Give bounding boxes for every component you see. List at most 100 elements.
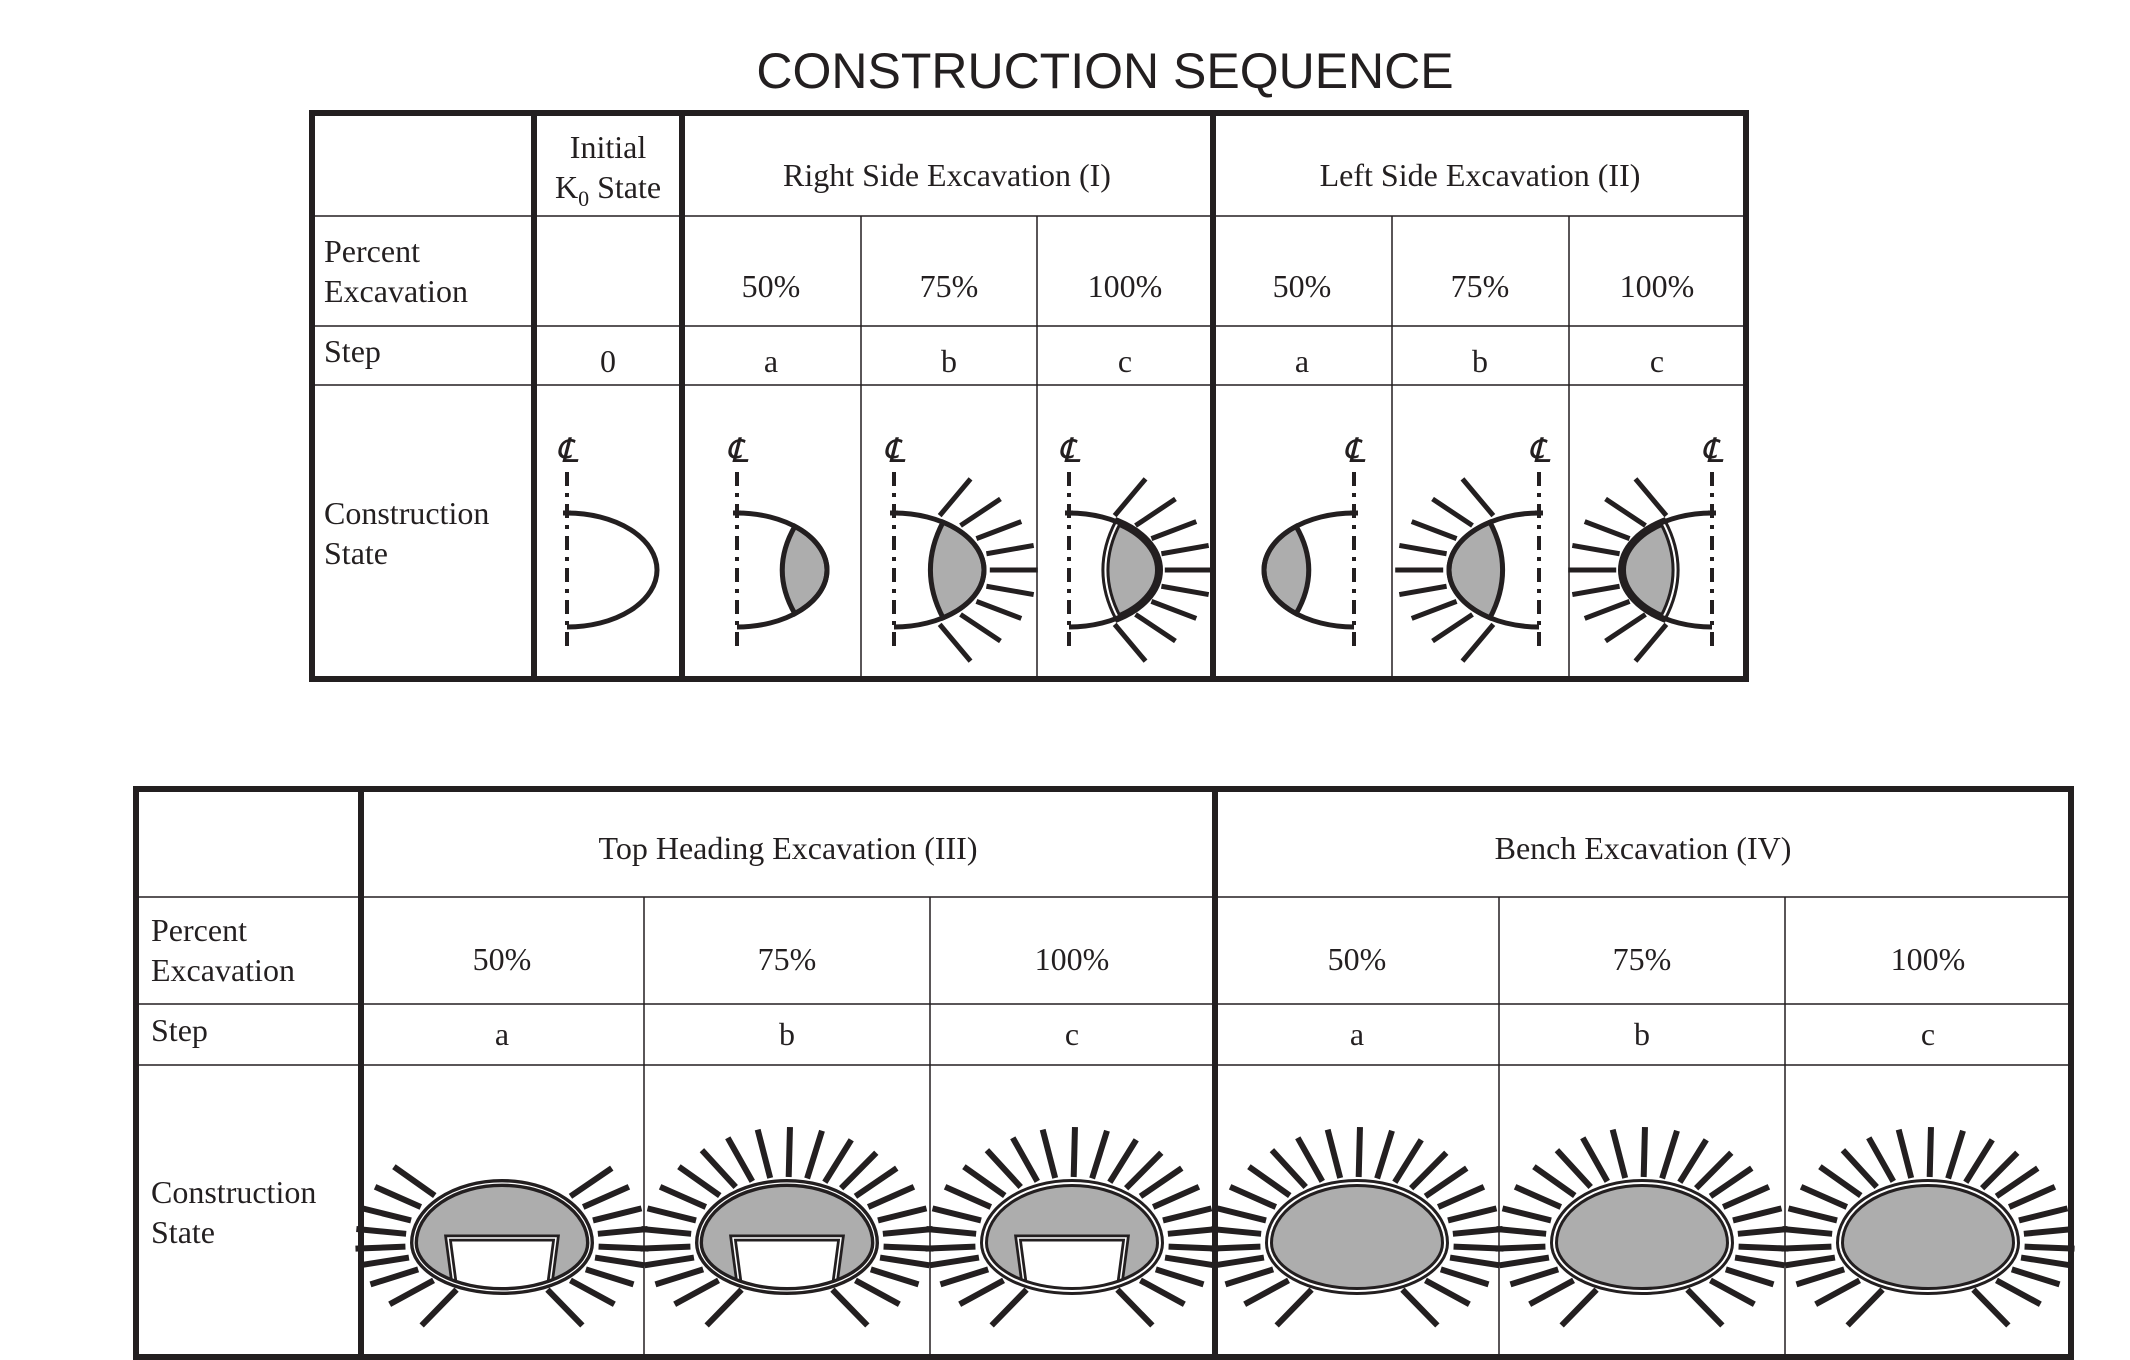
construction-state-diagram xyxy=(640,1126,934,1328)
step-value: c xyxy=(1065,1016,1079,1052)
step-value: c xyxy=(1118,343,1132,379)
rock-bolt xyxy=(388,1277,435,1307)
tunnel-outline xyxy=(1446,510,1540,630)
rock-bolt xyxy=(1115,1287,1155,1328)
percent-value: 75% xyxy=(758,941,817,977)
rock-bolt xyxy=(1532,1164,1577,1198)
construction-state-diagram xyxy=(355,1164,649,1328)
rock-bolt xyxy=(1721,1184,1771,1210)
percent-value: 75% xyxy=(1613,941,1672,977)
rock-bolt xyxy=(1228,1184,1278,1210)
rock-bolt xyxy=(1460,477,1496,518)
rock-bolt xyxy=(1818,1164,1863,1198)
row-label-excavation: Excavation xyxy=(324,273,468,309)
rock-bolt xyxy=(1400,1287,1440,1328)
rock-bolt xyxy=(419,1287,459,1328)
rock-bolt xyxy=(854,1277,901,1307)
rock-bolt xyxy=(1107,1138,1139,1184)
temporary-lining-inner xyxy=(447,1237,557,1284)
rock-bolt xyxy=(1150,599,1198,621)
rock-bolt xyxy=(937,622,973,663)
state-word: State xyxy=(589,169,661,205)
rock-bolt xyxy=(1123,1150,1164,1191)
rock-bolt xyxy=(1112,622,1148,663)
rock-bolt xyxy=(725,1136,755,1183)
rock-bolt xyxy=(822,1138,854,1184)
row-label-percent: Percent xyxy=(324,233,420,269)
centerline-symbol: ℄ xyxy=(1528,431,1551,471)
rock-bolt xyxy=(1431,496,1474,528)
rock-bolt xyxy=(1460,622,1496,663)
construction-state-diagram: ℄ xyxy=(556,431,660,650)
rock-bolt xyxy=(989,1287,1029,1328)
centerline-symbol: ℄ xyxy=(1343,431,1366,471)
shotcrete-lining xyxy=(413,1182,591,1292)
rock-bolt xyxy=(1963,1138,1995,1184)
rock-bolt xyxy=(929,1254,980,1269)
rock-bolt xyxy=(1139,1277,1186,1307)
centerline-symbol: ℄ xyxy=(1701,431,1724,471)
rock-bolt xyxy=(1449,1254,1500,1269)
rock-bolt xyxy=(581,1184,631,1210)
rock-bolt xyxy=(1039,1128,1059,1179)
rock-bolt xyxy=(592,1205,643,1224)
percent-value: 50% xyxy=(1273,268,1332,304)
rock-bolt xyxy=(1089,1129,1110,1180)
rock-bolt xyxy=(1164,1254,1215,1269)
rock-bolt xyxy=(1138,1165,1184,1199)
centerline-symbol: ℄ xyxy=(556,431,579,471)
tunnel-outline xyxy=(1068,510,1162,630)
rock-bolt xyxy=(1528,1277,1575,1307)
rock-bolt xyxy=(1782,1226,1833,1237)
temporary-lining-inner xyxy=(1017,1237,1127,1284)
bottom-table-border xyxy=(133,786,2074,1360)
rock-bolt xyxy=(1995,1277,2042,1307)
rock-bolt xyxy=(1866,1136,1896,1183)
rock-bolt xyxy=(925,1243,976,1252)
rock-bolt xyxy=(1795,1266,1846,1288)
rock-bolt xyxy=(1274,1287,1314,1328)
rock-bolt xyxy=(877,1205,928,1224)
rock-bolt xyxy=(1781,1243,1832,1252)
figure-title: CONSTRUCTION SEQUENCE xyxy=(756,43,1453,99)
rock-bolt xyxy=(1168,1243,1219,1252)
rock-bolt xyxy=(1010,1136,1040,1183)
rock-bolt xyxy=(373,1184,423,1210)
shotcrete-lining xyxy=(1838,1182,2018,1292)
step-value: c xyxy=(1921,1016,1935,1052)
rock-bolt xyxy=(646,1205,697,1224)
step-value: b xyxy=(779,1016,795,1052)
rock-bolt xyxy=(2007,1184,2057,1210)
rock-bolt xyxy=(1214,1254,1265,1269)
tunnel-outline xyxy=(893,510,987,630)
group-header: Top Heading Excavation (III) xyxy=(599,830,978,866)
rock-bolt xyxy=(1554,1148,1593,1190)
rock-bolt xyxy=(1945,1129,1966,1180)
construction-state-diagram: ℄ xyxy=(1568,431,1724,663)
rock-bolt xyxy=(1392,1138,1424,1184)
construction-state-diagram: ℄ xyxy=(1058,431,1213,663)
rock-bolt xyxy=(1840,1148,1879,1190)
header-initial: Initial xyxy=(570,129,647,165)
rock-bolt xyxy=(1509,1266,1560,1288)
rock-bolt xyxy=(1604,612,1647,644)
rock-bolt xyxy=(1604,496,1647,528)
centerline-symbol: ℄ xyxy=(1058,431,1081,471)
rock-bolt xyxy=(1424,1277,1471,1307)
rock-bolt xyxy=(392,1164,437,1198)
k-subscript: 0 xyxy=(578,186,589,211)
rock-bolt xyxy=(704,1287,744,1328)
row-label-state: State xyxy=(324,535,388,571)
construction-state-diagram: ℄ xyxy=(726,431,830,650)
rock-bolt xyxy=(1355,1126,1363,1178)
rock-bolt xyxy=(1895,1128,1915,1179)
rock-bolt xyxy=(1708,1165,1754,1199)
rock-bolt xyxy=(1583,599,1631,621)
excavated-area xyxy=(779,522,830,618)
rock-bolt xyxy=(883,1243,934,1252)
rock-bolt xyxy=(1398,583,1448,597)
excavated-area xyxy=(1554,1183,1730,1291)
rock-bolt xyxy=(1452,1226,1503,1237)
rock-bolt xyxy=(926,1226,977,1237)
rock-bolt xyxy=(1609,1128,1629,1179)
